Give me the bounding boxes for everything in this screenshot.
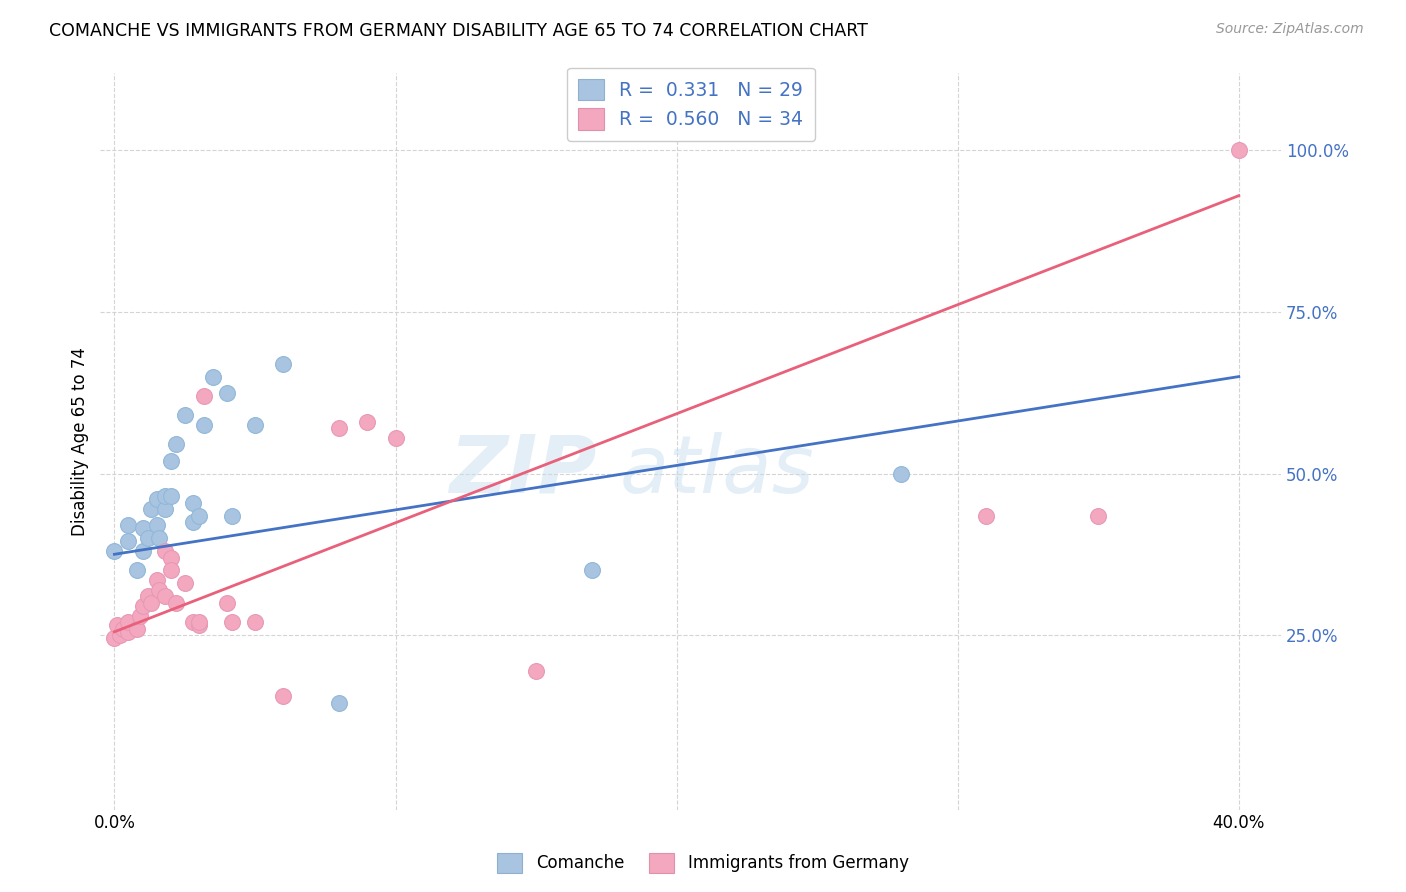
Point	[356, 415, 378, 429]
Point	[139, 502, 162, 516]
Point	[131, 599, 153, 613]
Point	[187, 508, 209, 523]
Point	[215, 596, 238, 610]
Point	[328, 421, 350, 435]
Point	[271, 357, 294, 371]
Point	[524, 664, 547, 678]
Point	[193, 418, 215, 433]
Point	[145, 518, 167, 533]
Y-axis label: Disability Age 65 to 74: Disability Age 65 to 74	[72, 347, 89, 536]
Point	[148, 531, 170, 545]
Point	[117, 624, 139, 639]
Point	[890, 467, 912, 481]
Text: Source: ZipAtlas.com: Source: ZipAtlas.com	[1216, 22, 1364, 37]
Text: ZIP: ZIP	[449, 432, 596, 509]
Point	[131, 544, 153, 558]
Point	[384, 431, 406, 445]
Point	[117, 518, 139, 533]
Point	[271, 690, 294, 704]
Point	[136, 531, 159, 545]
Point	[136, 589, 159, 603]
Text: COMANCHE VS IMMIGRANTS FROM GERMANY DISABILITY AGE 65 TO 74 CORRELATION CHART: COMANCHE VS IMMIGRANTS FROM GERMANY DISA…	[49, 22, 868, 40]
Point	[103, 544, 125, 558]
Point	[153, 589, 176, 603]
Point	[145, 573, 167, 587]
Point	[153, 489, 176, 503]
Point	[328, 696, 350, 710]
Point	[581, 564, 603, 578]
Point	[139, 596, 162, 610]
Point	[125, 622, 148, 636]
Point	[125, 564, 148, 578]
Point	[193, 389, 215, 403]
Point	[145, 492, 167, 507]
Point	[128, 608, 150, 623]
Point	[153, 544, 176, 558]
Point	[187, 615, 209, 629]
Point	[181, 495, 204, 509]
Point	[108, 628, 131, 642]
Point	[111, 622, 134, 636]
Point	[173, 576, 195, 591]
Point	[215, 385, 238, 400]
Point	[1087, 508, 1109, 523]
Point	[221, 615, 243, 629]
Point	[148, 582, 170, 597]
Point	[1227, 144, 1250, 158]
Point	[165, 596, 187, 610]
Point	[181, 615, 204, 629]
Text: atlas: atlas	[620, 432, 814, 509]
Point	[173, 409, 195, 423]
Point	[221, 508, 243, 523]
Point	[243, 418, 266, 433]
Point	[159, 489, 181, 503]
Point	[131, 521, 153, 535]
Legend: Comanche, Immigrants from Germany: Comanche, Immigrants from Germany	[491, 847, 915, 880]
Point	[159, 453, 181, 467]
Point	[201, 369, 224, 384]
Point	[117, 615, 139, 629]
Point	[181, 515, 204, 529]
Legend: R =  0.331   N = 29, R =  0.560   N = 34: R = 0.331 N = 29, R = 0.560 N = 34	[567, 68, 814, 141]
Point	[153, 502, 176, 516]
Point	[974, 508, 997, 523]
Point	[103, 632, 125, 646]
Point	[105, 618, 128, 632]
Point	[159, 550, 181, 565]
Point	[187, 618, 209, 632]
Point	[117, 534, 139, 549]
Point	[243, 615, 266, 629]
Point	[159, 564, 181, 578]
Point	[165, 437, 187, 451]
